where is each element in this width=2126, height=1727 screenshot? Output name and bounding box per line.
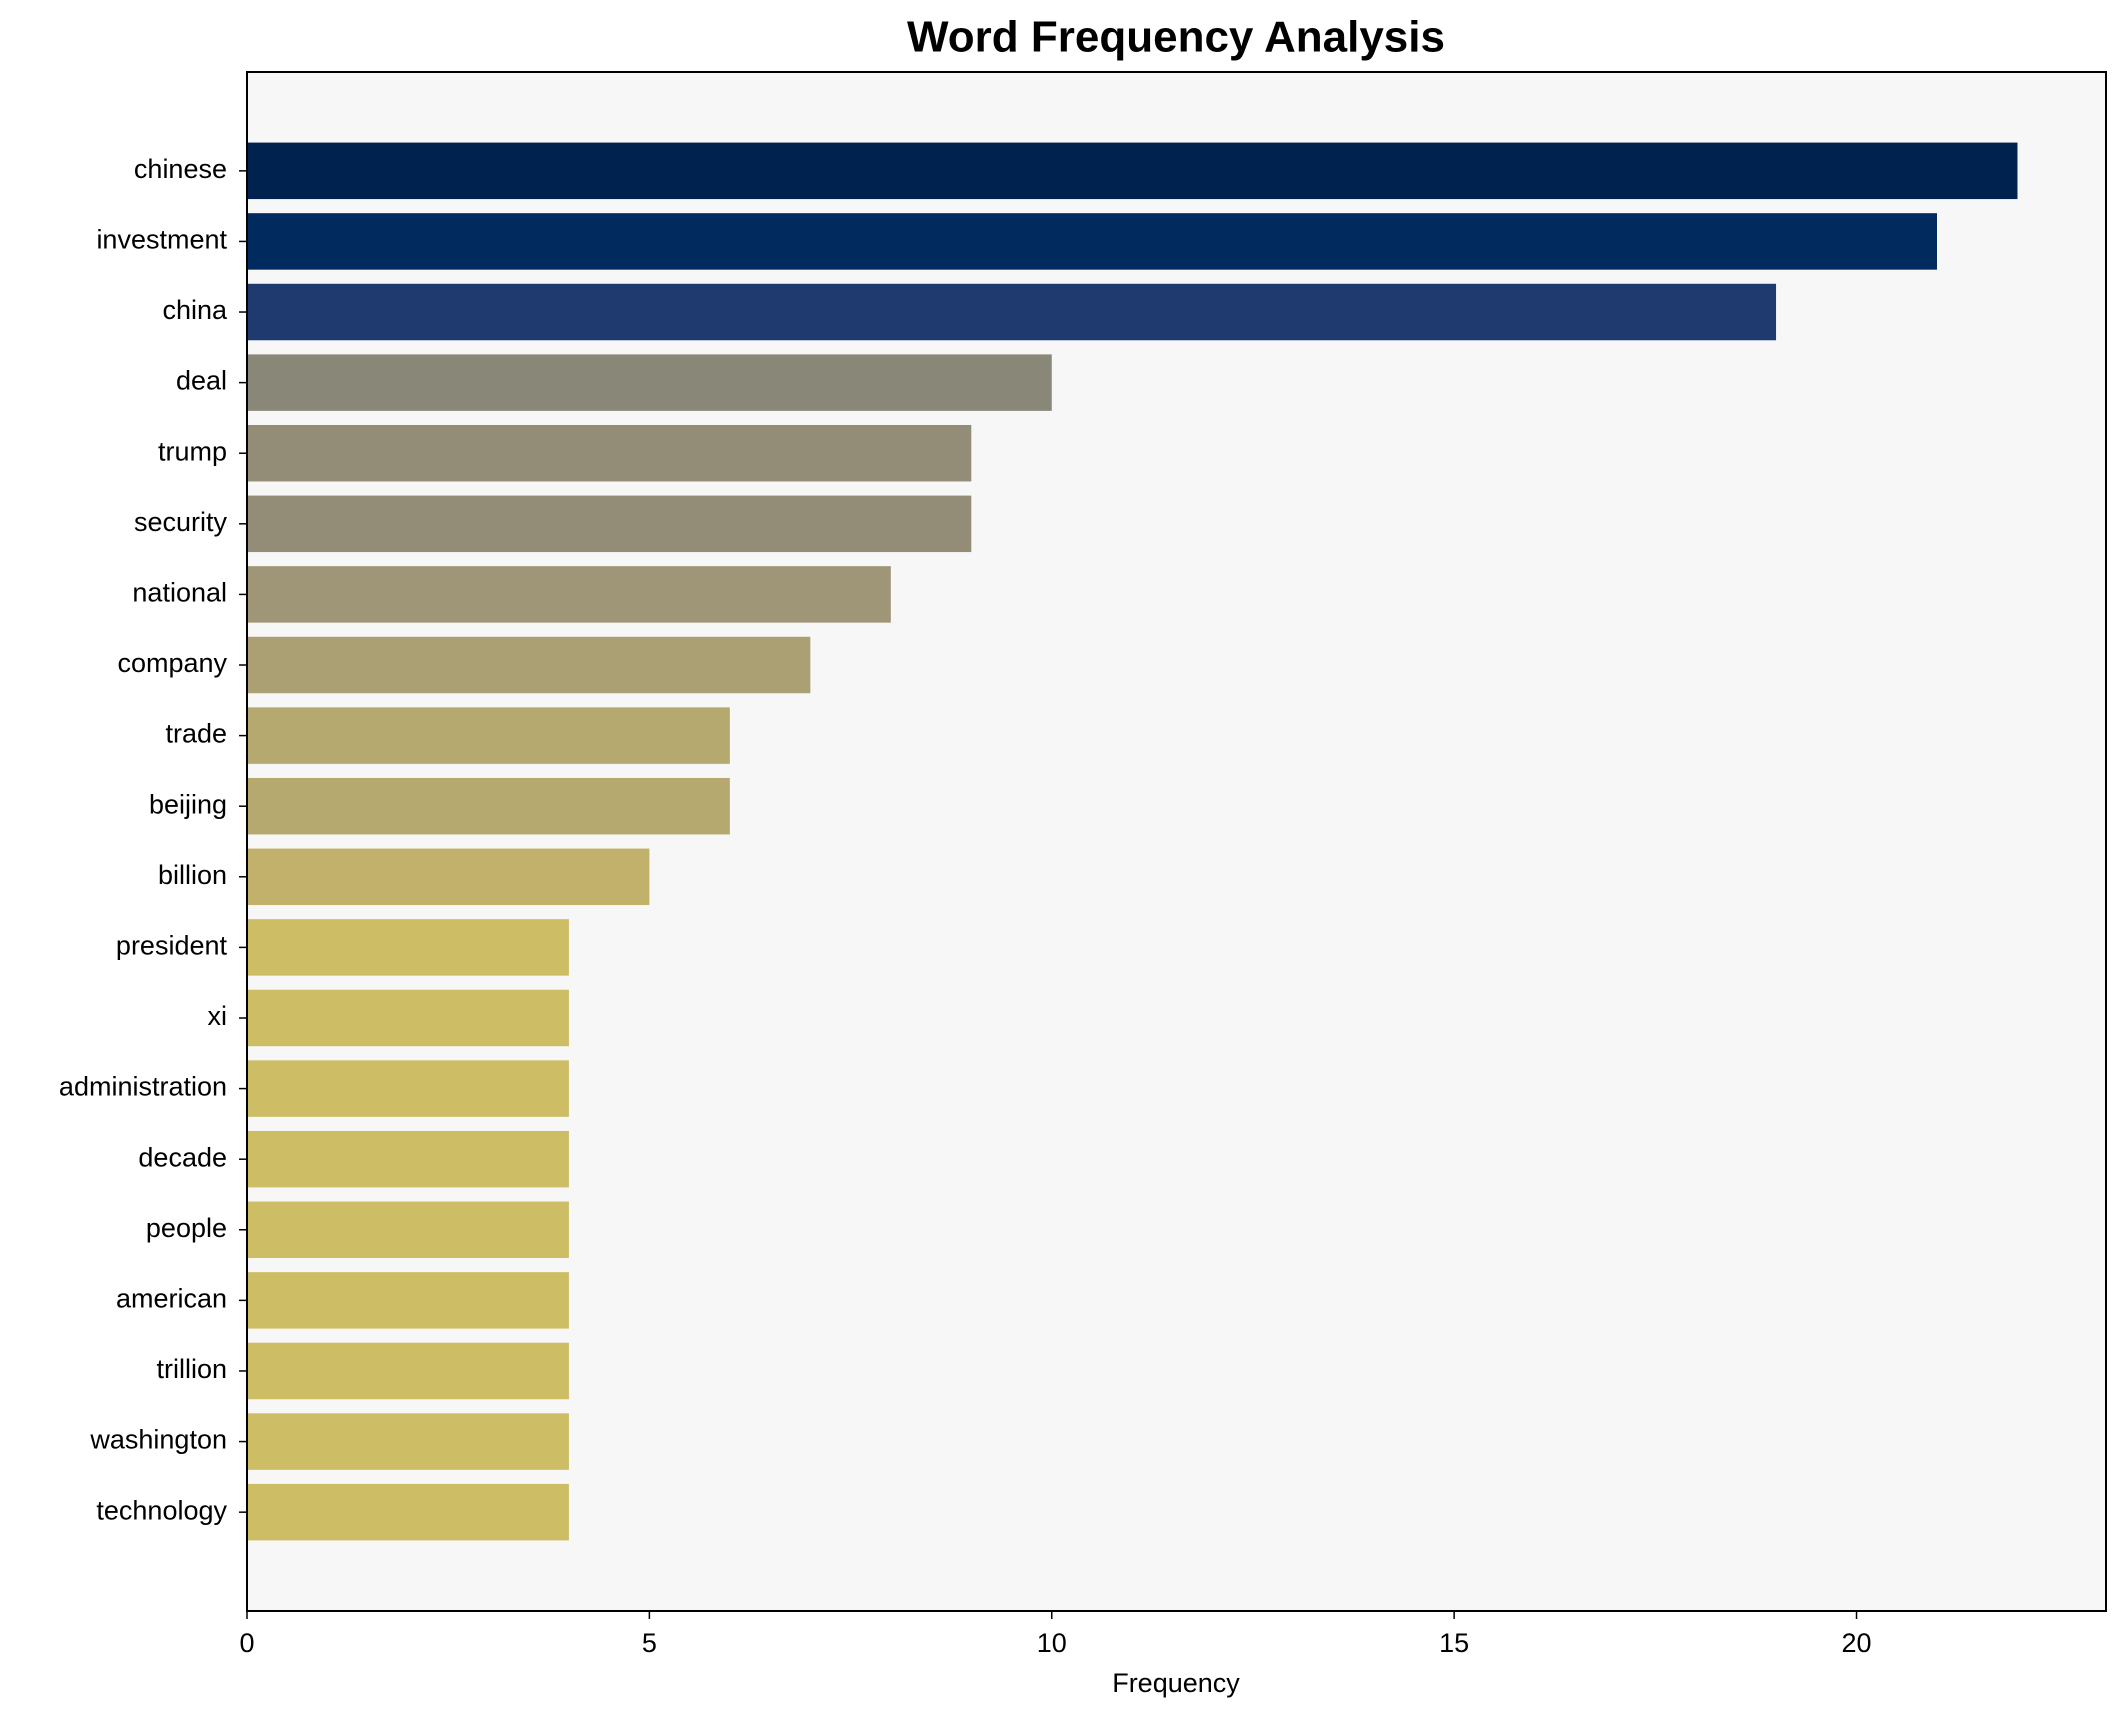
bar <box>247 848 650 906</box>
y-tick-label: trump <box>158 436 227 466</box>
bar <box>247 142 2018 200</box>
y-tick-label: trillion <box>156 1354 227 1384</box>
y-tick-label: administration <box>59 1072 227 1102</box>
y-tick-label: president <box>116 931 228 961</box>
bar <box>247 1201 569 1259</box>
bar <box>247 777 730 835</box>
bar <box>247 1342 569 1400</box>
bar <box>247 989 569 1047</box>
y-tick-label: china <box>162 295 228 325</box>
x-axis-label: Frequency <box>1112 1668 1240 1698</box>
y-tick-label: xi <box>208 1001 228 1031</box>
bar <box>247 636 811 694</box>
y-tick-label: people <box>146 1213 227 1243</box>
axes-frame <box>246 71 2107 1612</box>
y-tick-label: company <box>117 648 227 678</box>
bar <box>247 707 730 764</box>
y-tick-label: technology <box>96 1495 227 1525</box>
x-tick-label: 20 <box>1842 1628 1872 1658</box>
y-tick-label: deal <box>176 366 227 396</box>
bar <box>247 1272 569 1329</box>
bar <box>247 213 1937 270</box>
bar <box>247 1060 569 1117</box>
bar <box>247 495 972 553</box>
y-tick-label: national <box>132 578 227 608</box>
x-tick-label: 5 <box>642 1628 657 1658</box>
y-tick-label: chinese <box>134 154 227 184</box>
bar <box>247 1413 569 1470</box>
y-tick-label: billion <box>158 860 227 890</box>
y-tick-label: security <box>134 507 228 537</box>
y-tick-label: trade <box>165 719 227 749</box>
y-tick-label: washington <box>89 1425 227 1455</box>
chart-title: Word Frequency Analysis <box>907 13 1445 62</box>
bar <box>247 283 1777 341</box>
bar <box>247 1130 569 1188</box>
bar <box>247 1483 569 1541</box>
bar <box>247 566 891 623</box>
y-tick-label: beijing <box>149 789 227 819</box>
y-tick-label: american <box>116 1284 227 1314</box>
y-tick-label: decade <box>138 1142 227 1172</box>
bar <box>247 424 972 482</box>
bar <box>247 919 569 976</box>
bar <box>247 354 1052 411</box>
x-tick-label: 10 <box>1037 1628 1067 1658</box>
x-tick-label: 15 <box>1439 1628 1469 1658</box>
y-tick-label: investment <box>96 225 227 255</box>
x-tick-label: 0 <box>239 1628 254 1658</box>
